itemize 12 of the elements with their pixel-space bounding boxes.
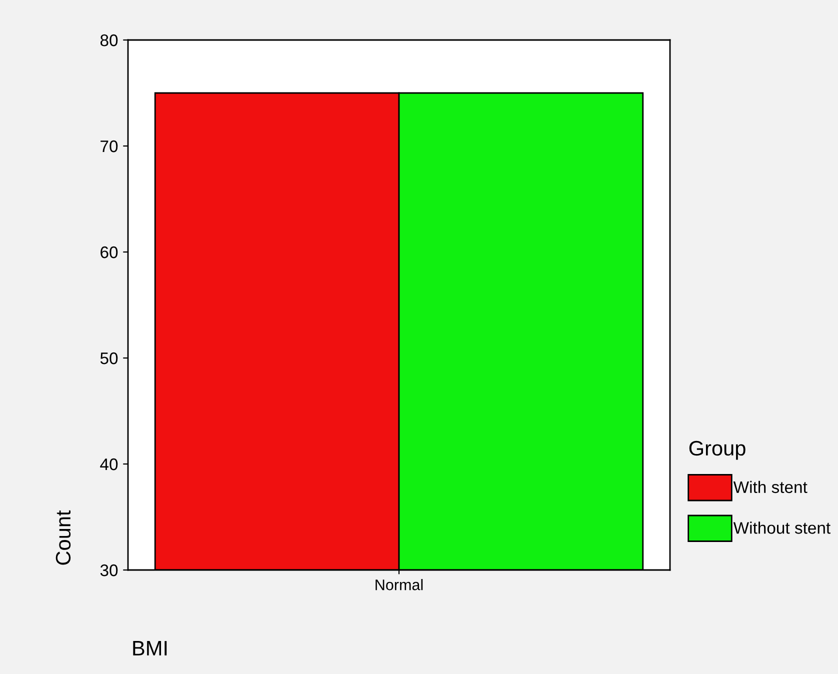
legend-label: With stent [733,480,808,494]
y-tick-label: 70 [100,140,118,152]
y-tick-label: 50 [100,352,118,364]
y-tick-label: 80 [100,34,118,46]
y-tick-label: 60 [100,246,118,258]
x-tick-label: Normal [376,579,423,590]
x-axis-title: BMI [133,641,167,656]
y-axis-title: Count [56,510,71,565]
y-tick-label: 30 [100,564,118,576]
legend-label: Without stent [733,522,830,534]
legend-title: Group [689,440,746,460]
y-tick-label: 40 [100,458,118,470]
